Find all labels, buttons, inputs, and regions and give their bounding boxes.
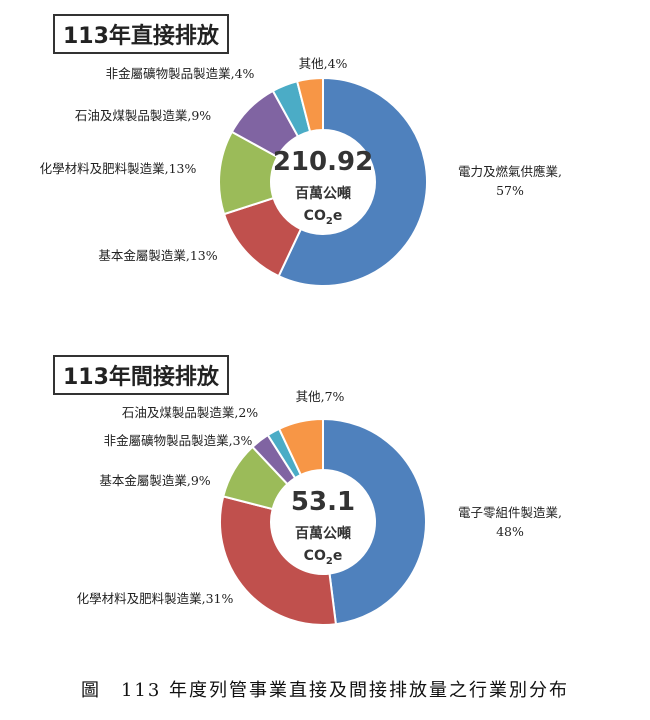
slice-label: 基本金屬製造業,9% (99, 473, 210, 488)
slice-label: 其他,4% (299, 56, 348, 71)
slice-label: 非金屬礦物製品製造業,3% (104, 433, 253, 448)
slice-label: 化學材料及肥料製造業,13% (40, 161, 197, 176)
center-total: 210.92 (273, 147, 373, 177)
slice-label: 石油及煤製品製造業,2% (122, 405, 258, 420)
slice-label: 其他,7% (296, 389, 345, 404)
center-unit-co2e: CO2e (304, 548, 343, 567)
donut-slice (219, 495, 338, 626)
donut-slice (295, 76, 324, 133)
slice-label: 非金屬礦物製品製造業,4% (106, 66, 255, 81)
indirect-emission-chart: 113年間接排放 電子零組件製造業, 48% 化學材料及肥料製造業,31% 基本金屬製… (0, 345, 650, 665)
slice-label: 化學材料及肥料製造業,31% (77, 591, 234, 606)
figure-caption: 圖 113 年度列管事業直接及間接排放量之行業別分布 (80, 680, 570, 701)
direct-emission-chart: 113年直接排放 電力及燃氣供應業, 57% 基本金屬製造業,13% 化學材料及肥料製… (0, 0, 650, 330)
donut-slice (277, 417, 324, 477)
donut-slice (322, 417, 427, 626)
chart-title: 113年直接排放 (53, 14, 229, 54)
donut-slice (277, 76, 428, 287)
slice-label: 電力及燃氣供應業, 57% (458, 164, 562, 198)
donut-chart-direct: 電力及燃氣供應業, 57% 基本金屬製造業,13% 化學材料及肥料製造業,13% 石油及… (40, 56, 562, 287)
slice-label: 電子零組件製造業, 48% (458, 505, 562, 539)
chart-title: 113年間接排放 (53, 355, 229, 395)
donut-chart-indirect: 電子零組件製造業, 48% 化學材料及肥料製造業,31% 基本金屬製造業,9% 非金屬礦… (77, 389, 562, 626)
center-unit: 百萬公噸 (295, 185, 351, 202)
slice-label: 石油及煤製品製造業,9% (75, 108, 211, 123)
slice-label: 基本金屬製造業,13% (98, 248, 217, 263)
center-total: 53.1 (291, 487, 355, 517)
center-unit: 百萬公噸 (295, 525, 351, 542)
center-unit-co2e: CO2e (304, 208, 343, 227)
